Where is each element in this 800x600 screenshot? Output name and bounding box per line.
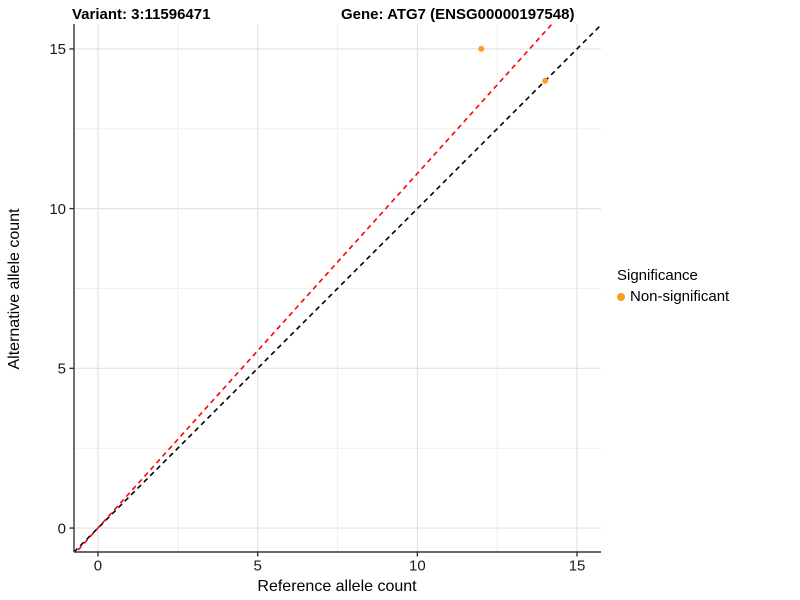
x-tick-label: 0 bbox=[94, 557, 102, 574]
x-tick-label: 15 bbox=[569, 557, 586, 574]
legend-title: Significance bbox=[617, 267, 698, 284]
y-axis-title: Alternative allele count bbox=[6, 208, 23, 370]
y-tick-label: 15 bbox=[49, 41, 66, 58]
legend-point-circle-icon bbox=[617, 292, 625, 301]
ratio-line bbox=[75, 24, 554, 552]
x-axis-title: Reference allele count bbox=[257, 578, 417, 595]
plot-title-gene: Gene: ATG7 (ENSG00000197548) bbox=[341, 6, 575, 23]
legend: Significance Non-significant bbox=[617, 267, 729, 305]
x-tick-label: 10 bbox=[409, 557, 426, 574]
identity-line bbox=[74, 24, 601, 552]
y-tick-label: 5 bbox=[58, 361, 66, 378]
y-tick-label: 10 bbox=[49, 201, 66, 218]
legend-item-non-significant: Non-significant bbox=[617, 288, 729, 305]
y-tick-label: 0 bbox=[58, 520, 66, 537]
data-point bbox=[542, 77, 549, 84]
x-tick-label: 5 bbox=[253, 557, 261, 574]
data-point bbox=[478, 45, 485, 52]
plot-title-variant: Variant: 3:11596471 bbox=[72, 6, 211, 23]
legend-item-label: Non-significant bbox=[630, 288, 730, 305]
